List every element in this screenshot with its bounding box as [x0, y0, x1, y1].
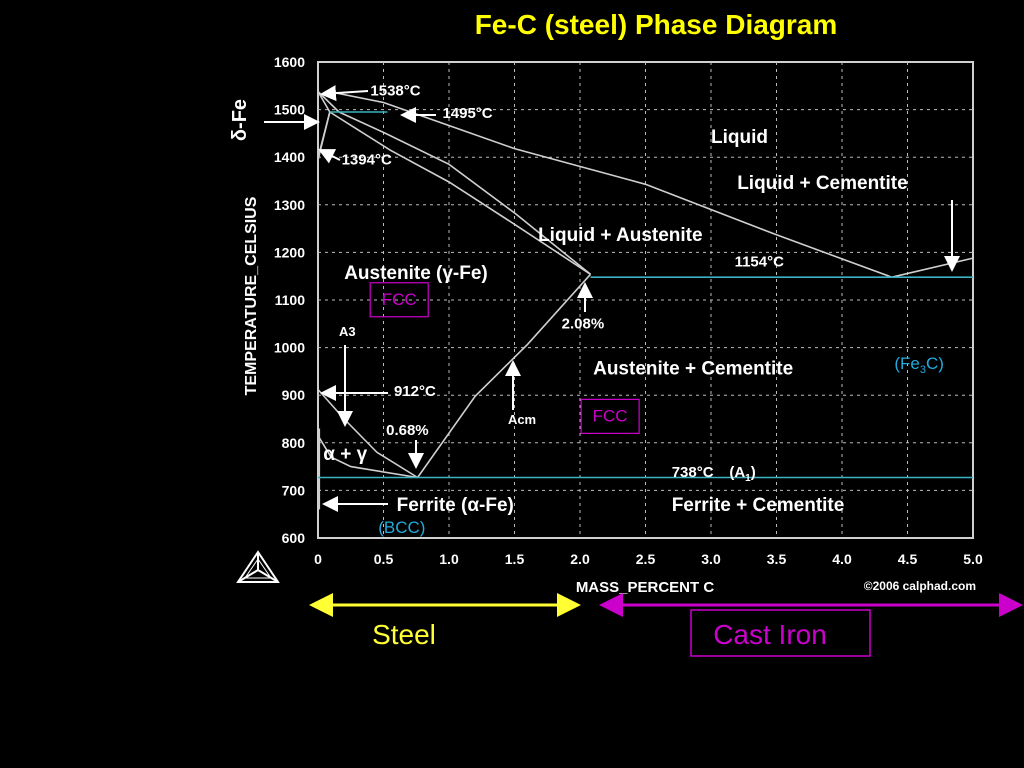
calphad-logo-icon	[236, 550, 280, 583]
x-tick-label: 1.5	[505, 551, 525, 567]
x-tick-label: 2.5	[636, 551, 656, 567]
boundary-ferrite-solvus	[317, 435, 418, 479]
annotation-box	[369, 282, 429, 318]
y-tick-label: 600	[282, 530, 306, 546]
y-tick-label: 800	[282, 435, 306, 451]
y-tick-label: 700	[282, 482, 306, 498]
phase-label: Ferrite (α-Fe)	[397, 495, 514, 516]
structure-annotations: FCC FCC (BCC)	[369, 282, 640, 537]
fe3c-suffix: C)	[926, 354, 944, 373]
fe3c-prefix: (Fe	[894, 354, 920, 373]
y-tick-label: 1200	[274, 244, 305, 260]
phase-label: 0.68%	[386, 422, 429, 439]
cast-iron-label: Cast Iron	[713, 619, 827, 650]
y-tick-label: 1000	[274, 340, 305, 356]
boundary-a3	[317, 388, 419, 479]
y-tick-label: 1400	[274, 149, 305, 165]
phase-label: 912°C	[394, 383, 436, 400]
x-tick-label: 4.0	[832, 551, 852, 567]
y-tick-label: 1500	[274, 102, 305, 118]
phase-label: 2.08%	[562, 316, 605, 333]
x-tick-label: 3.5	[767, 551, 787, 567]
phase-label: α + γ	[323, 444, 367, 465]
x-tick-label: 1.0	[439, 551, 459, 567]
phase-label: Liquid + Cementite	[737, 173, 908, 194]
y-tick-label: 1300	[274, 197, 305, 213]
phase-labels: Liquid Liquid + Cementite Liquid + Austeni…	[323, 82, 907, 516]
y-tick-labels: 600 700 800 900 1000 1100 1200 1300 1400 1500 1600	[274, 54, 305, 546]
boundary-delta-boundary-upper	[317, 91, 331, 113]
x-tick-label: 3.0	[701, 551, 721, 567]
cast-iron-box	[690, 609, 871, 657]
phase-label: 738°C	[672, 464, 714, 481]
y-tick-label: 1600	[274, 54, 305, 70]
x-tick-labels: 0 0.5 1.0 1.5 2.0 2.5 3.0 3.5 4.0 4.5 5.0	[314, 551, 983, 567]
phase-boundaries	[317, 90, 974, 510]
annotation-box	[580, 398, 640, 434]
phase-label: 1154°C	[735, 254, 785, 271]
a1-prefix: (A	[729, 464, 745, 481]
chart-title: Fe-C (steel) Phase Diagram	[475, 9, 838, 40]
phase-label: 1394°C	[342, 151, 392, 168]
x-tick-label: 0	[314, 551, 322, 567]
structure-annotation: FCC	[382, 290, 417, 309]
x-tick-label: 0.5	[374, 551, 394, 567]
a1-subscript: 1	[745, 473, 751, 484]
a1-suffix: )	[751, 464, 756, 481]
phase-label: 1495°C	[442, 105, 492, 122]
y-tick-label: 1100	[275, 292, 306, 308]
y-tick-label: 900	[282, 387, 306, 403]
arrow-1394	[318, 149, 341, 164]
fe3c-label: (Fe3C)	[894, 354, 944, 376]
steel-label: Steel	[372, 619, 436, 650]
structure-annotation: FCC	[593, 406, 628, 425]
x-tick-label: 5.0	[963, 551, 983, 567]
a1-label: (A1)	[729, 464, 755, 484]
phase-label: A3	[339, 324, 356, 339]
phase-label: Liquid + Austenite	[538, 225, 703, 246]
phase-label: Liquid	[711, 127, 768, 148]
x-axis-label: MASS_PERCENT C	[576, 579, 715, 596]
phase-label: Acm	[508, 412, 536, 427]
phase-label: Ferrite + Cementite	[672, 495, 845, 516]
y-axis-label: TEMPERATURE_CELSIUS	[243, 196, 260, 395]
boundary-solidus	[329, 111, 591, 275]
boundary-liquidus-cementite	[328, 90, 893, 278]
boundary-liquidus-austenite	[338, 111, 592, 275]
x-tick-label: 2.0	[570, 551, 590, 567]
phase-label: Austenite (γ-Fe)	[344, 263, 488, 284]
x-tick-label: 4.5	[898, 551, 918, 567]
copyright-label: ©2006 calphad.com	[864, 579, 976, 593]
arrow-1538	[320, 85, 369, 102]
phase-label: Austenite + Cementite	[593, 359, 793, 380]
delta-fe-label: δ-Fe	[229, 99, 251, 141]
structure-annotation: (BCC)	[378, 518, 425, 537]
phase-label: 1538°C	[370, 82, 420, 99]
indicator-arrows	[264, 85, 960, 512]
grid	[318, 62, 973, 538]
boundary-acm	[416, 273, 592, 478]
fe3c-subscript: 3	[920, 364, 926, 376]
